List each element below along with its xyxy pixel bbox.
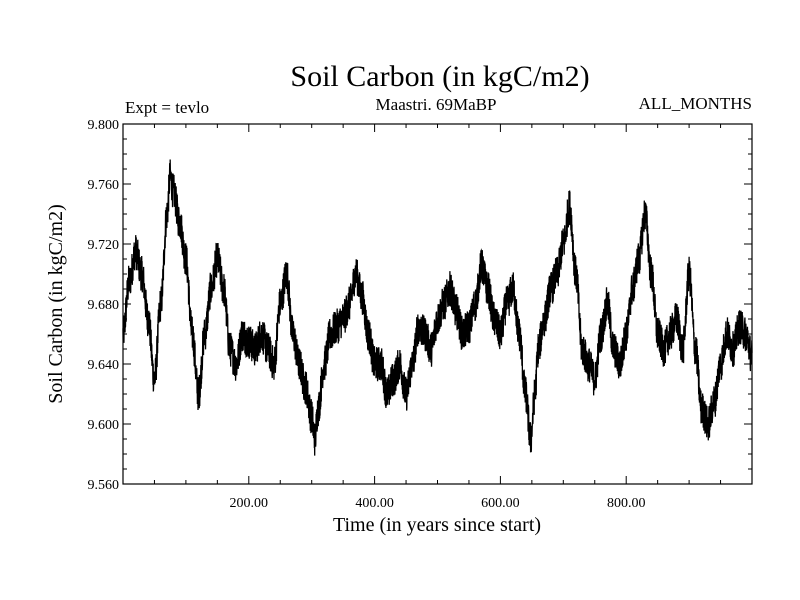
x-tick-label: 200.00	[230, 496, 269, 511]
y-tick-label: 9.640	[88, 358, 120, 373]
y-axis-label: Soil Carbon (in kgC/m2)	[45, 204, 67, 403]
y-tick-label: 9.560	[88, 478, 120, 493]
series-line	[122, 159, 753, 456]
x-axis: 200.00 400.00 600.00 800.00	[153, 124, 722, 511]
x-tick-label: 400.00	[355, 496, 394, 511]
plot-frame	[122, 123, 753, 485]
period-label: Maastri. 69MaBP	[376, 95, 497, 114]
experiment-label: Expt = tevlo	[125, 98, 209, 117]
y-tick-label: 9.680	[88, 298, 120, 313]
y-tick-label: 9.720	[88, 238, 120, 253]
months-label: ALL_MONTHS	[639, 94, 752, 113]
series-layer	[122, 159, 753, 456]
y-tick-label: 9.800	[88, 118, 120, 133]
x-tick-label: 800.00	[607, 496, 646, 511]
chart-title: Soil Carbon (in kgC/m2)	[290, 60, 589, 93]
y-axis: 9.560 9.600 9.640 9.680 9.720 9.760 9.800	[88, 118, 752, 493]
y-tick-label: 9.600	[88, 418, 120, 433]
x-tick-label: 600.00	[481, 496, 520, 511]
x-axis-label: Time (in years since start)	[333, 514, 541, 536]
y-tick-label: 9.760	[88, 178, 120, 193]
